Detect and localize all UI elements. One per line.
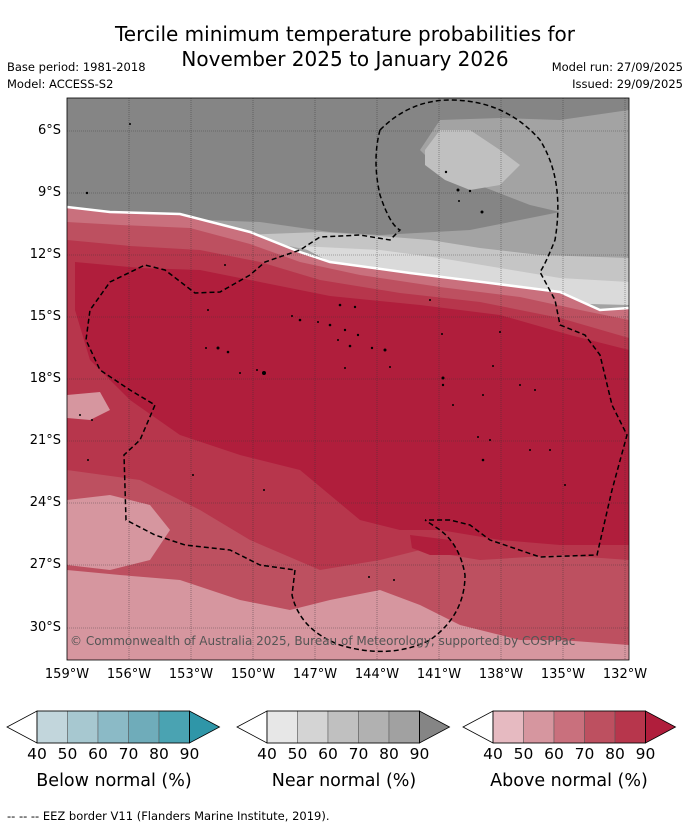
eez-footnote: -- -- -- EEZ border V11 (Flanders Marine… [7,809,330,823]
lat-label-30s: 30°S [29,620,61,635]
model-name: Model: ACCESS-S2 [7,77,114,91]
above-normal-patch-west [67,392,110,420]
below-colorbar-tick-label: 50 [57,745,78,763]
colorbar-near-normal [236,710,451,744]
near-colorbar-tick-label: 70 [348,745,369,763]
near-colorbar-segment [388,710,420,744]
map-frame [66,97,630,661]
metadata-right: Model run: 27/09/2025 Issued: 29/09/2025 [552,59,683,93]
lon-label-135w: 135°W [540,667,586,682]
below-colorbar-frame [36,710,190,744]
below-colorbar-segment [97,710,129,744]
title-line-2: November 2025 to January 2026 [181,47,509,71]
lon-label-147w: 147°W [292,667,338,682]
lat-label-9s: 9°S [37,185,61,200]
above-colorbar-frame [492,710,646,744]
map-title: Tercile minimum temperature probabilitie… [0,22,690,72]
title-line-1: Tercile minimum temperature probabilitie… [114,22,576,46]
below-colorbar-tick-label: 80 [149,745,169,763]
near-colorbar-segment [297,710,329,744]
above-normal-core-90 [75,262,629,545]
lon-label-150w: 150°W [230,667,276,682]
lat-label-15s: 15°S [29,309,61,324]
colorbar-title-near: Near normal (%) [271,771,417,791]
lat-label-27s: 27°S [29,557,61,572]
lon-label-132w: 132°W [602,667,648,682]
above-colorbar-segment [492,710,524,744]
near-colorbar-segment [358,710,390,744]
lon-label-156w: 156°W [106,667,152,682]
above-colorbar-min-arrow [462,710,494,744]
metadata-left: Base period: 1981-2018 Model: ACCESS-S2 [7,59,146,93]
near-colorbar-tick-label: 80 [379,745,399,763]
below-colorbar-segment [158,710,190,744]
grid-lines [67,98,629,660]
below-colorbar-tick-label: 60 [88,745,108,763]
near-colorbar-frame [266,710,420,744]
below-colorbar-segment [128,710,160,744]
colorbar-below-normal [6,710,221,744]
above-colorbar-tick-label: 60 [544,745,564,763]
above-normal-core-east [410,535,460,555]
near-colorbar-segment [327,710,359,744]
lat-label-24s: 24°S [29,495,61,510]
below-colorbar-min-arrow [6,710,38,744]
lat-label-21s: 21°S [29,433,61,448]
near-colorbar-tick-label: 50 [287,745,308,763]
near-normal-light-patch [425,130,520,190]
lon-label-153w: 153°W [168,667,214,682]
above-normal-patch-south [340,605,380,628]
above-colorbar-max-arrow [645,710,677,744]
near-normal-darkest [67,98,629,235]
below-colorbar-tick-label: 70 [118,745,139,763]
model-run: Model run: 27/09/2025 [551,60,683,74]
lat-label-12s: 12°S [29,247,61,262]
above-colorbar-segment [523,710,555,744]
below-colorbar-max-arrow [189,710,221,744]
below-40-boundary [67,205,629,312]
lon-label-141w: 141°W [416,667,462,682]
copyright-notice: © Commonwealth of Australia 2025, Bureau… [70,634,576,648]
above-colorbar-segment [614,710,646,744]
below-colorbar-tick-label: 90 [179,745,200,763]
above-colorbar-tick-label: 40 [483,745,503,763]
base-period: Base period: 1981-2018 [7,60,146,74]
above-normal-light-sw [67,495,170,570]
above-colorbar-tick-label: 80 [605,745,625,763]
near-colorbar-tick-label: 60 [318,745,338,763]
lon-label-159w: 159°W [44,667,90,682]
islands [79,123,566,581]
near-colorbar-tick-label: 90 [409,745,430,763]
colorbar-title-below: Below normal (%) [36,771,192,791]
near-colorbar-min-arrow [236,710,268,744]
lat-label-6s: 6°S [37,123,61,138]
above-colorbar-tick-label: 50 [513,745,534,763]
colorbar-above-normal [462,710,677,744]
lon-label-138w: 138°W [478,667,524,682]
colorbar-title-above: Above normal (%) [490,771,648,791]
below-colorbar-tick-label: 40 [27,745,47,763]
lon-label-144w: 144°W [354,667,400,682]
below-colorbar-segment [67,710,99,744]
above-colorbar-tick-label: 70 [574,745,595,763]
above-colorbar-segment [553,710,585,744]
lat-label-18s: 18°S [29,371,61,386]
near-colorbar-tick-label: 40 [257,745,277,763]
near-colorbar-max-arrow [419,710,451,744]
below-colorbar-segment [36,710,68,744]
eez-borders [85,99,628,653]
above-colorbar-tick-label: 90 [635,745,656,763]
near-colorbar-segment [266,710,298,744]
above-colorbar-segment [584,710,616,744]
issued-date: Issued: 29/09/2025 [572,77,683,91]
